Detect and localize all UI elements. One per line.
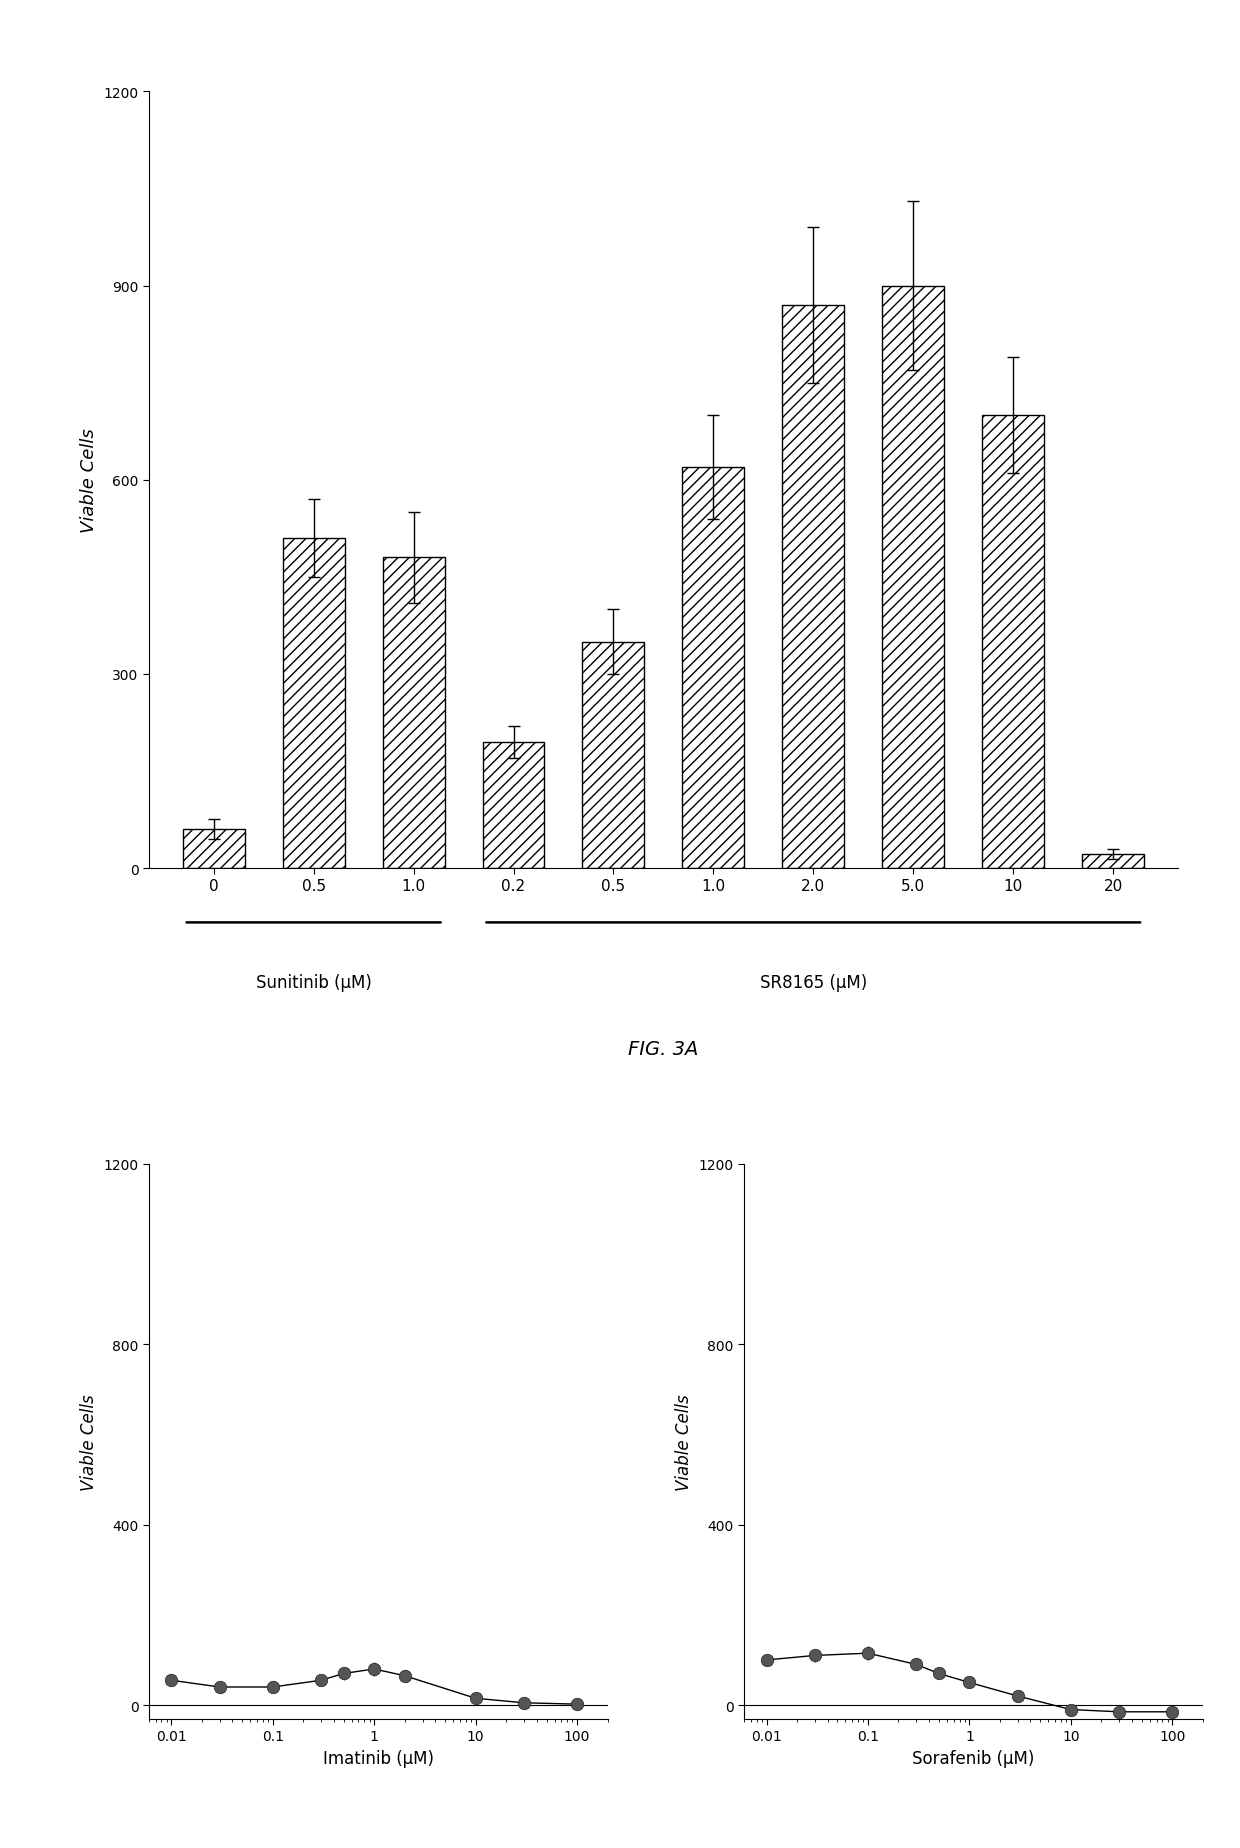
Text: Sunitinib (μM): Sunitinib (μM)	[255, 974, 372, 991]
Y-axis label: Viable Cells: Viable Cells	[79, 429, 98, 532]
Bar	[1083, 854, 1145, 869]
Bar	[982, 416, 1044, 869]
Text: FIG. 3A: FIG. 3A	[629, 1039, 698, 1059]
Bar	[882, 286, 944, 869]
Bar	[283, 540, 345, 869]
Y-axis label: Viable Cells: Viable Cells	[675, 1393, 693, 1489]
Bar	[182, 830, 244, 869]
Bar	[782, 305, 844, 869]
X-axis label: Sorafenib (μM): Sorafenib (μM)	[913, 1748, 1034, 1767]
X-axis label: Imatinib (μM): Imatinib (μM)	[322, 1748, 434, 1767]
Bar	[383, 558, 445, 869]
Y-axis label: Viable Cells: Viable Cells	[79, 1393, 98, 1489]
Bar	[682, 468, 744, 869]
Text: SR8165 (μM): SR8165 (μM)	[760, 974, 867, 991]
Bar	[482, 743, 544, 869]
Bar	[583, 643, 645, 869]
